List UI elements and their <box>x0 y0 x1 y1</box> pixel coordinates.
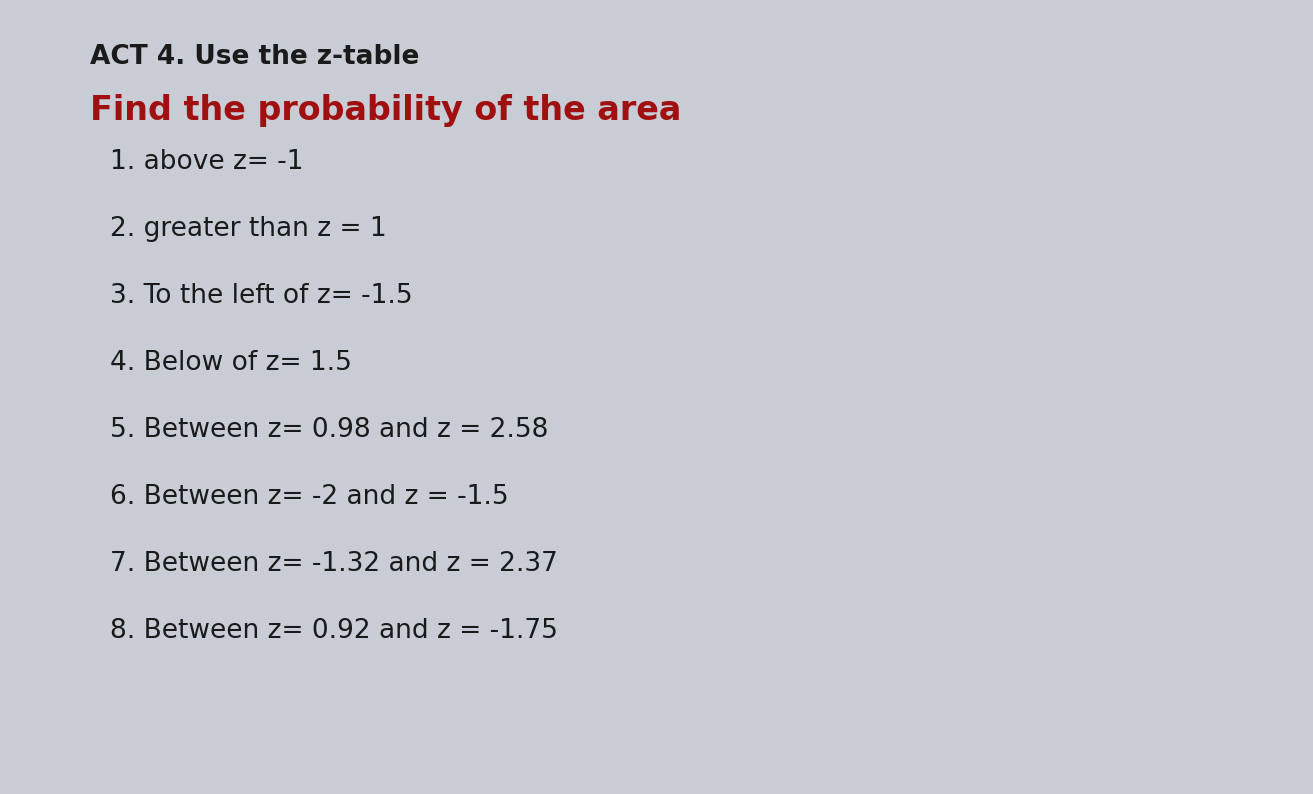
Text: 1. above z= -1: 1. above z= -1 <box>110 149 303 175</box>
Text: 3. To the left of z= -1.5: 3. To the left of z= -1.5 <box>110 283 412 309</box>
Text: Find the probability of the area: Find the probability of the area <box>91 94 681 127</box>
Text: 2. greater than z = 1: 2. greater than z = 1 <box>110 216 386 242</box>
Text: 8. Between z= 0.92 and z = -1.75: 8. Between z= 0.92 and z = -1.75 <box>110 618 558 644</box>
Text: 6. Between z= -2 and z = -1.5: 6. Between z= -2 and z = -1.5 <box>110 484 508 510</box>
Text: 4. Below of z= 1.5: 4. Below of z= 1.5 <box>110 350 352 376</box>
Text: 7. Between z= -1.32 and z = 2.37: 7. Between z= -1.32 and z = 2.37 <box>110 551 558 577</box>
Text: ACT 4. Use the z-table: ACT 4. Use the z-table <box>91 44 419 70</box>
Text: 5. Between z= 0.98 and z = 2.58: 5. Between z= 0.98 and z = 2.58 <box>110 417 549 443</box>
